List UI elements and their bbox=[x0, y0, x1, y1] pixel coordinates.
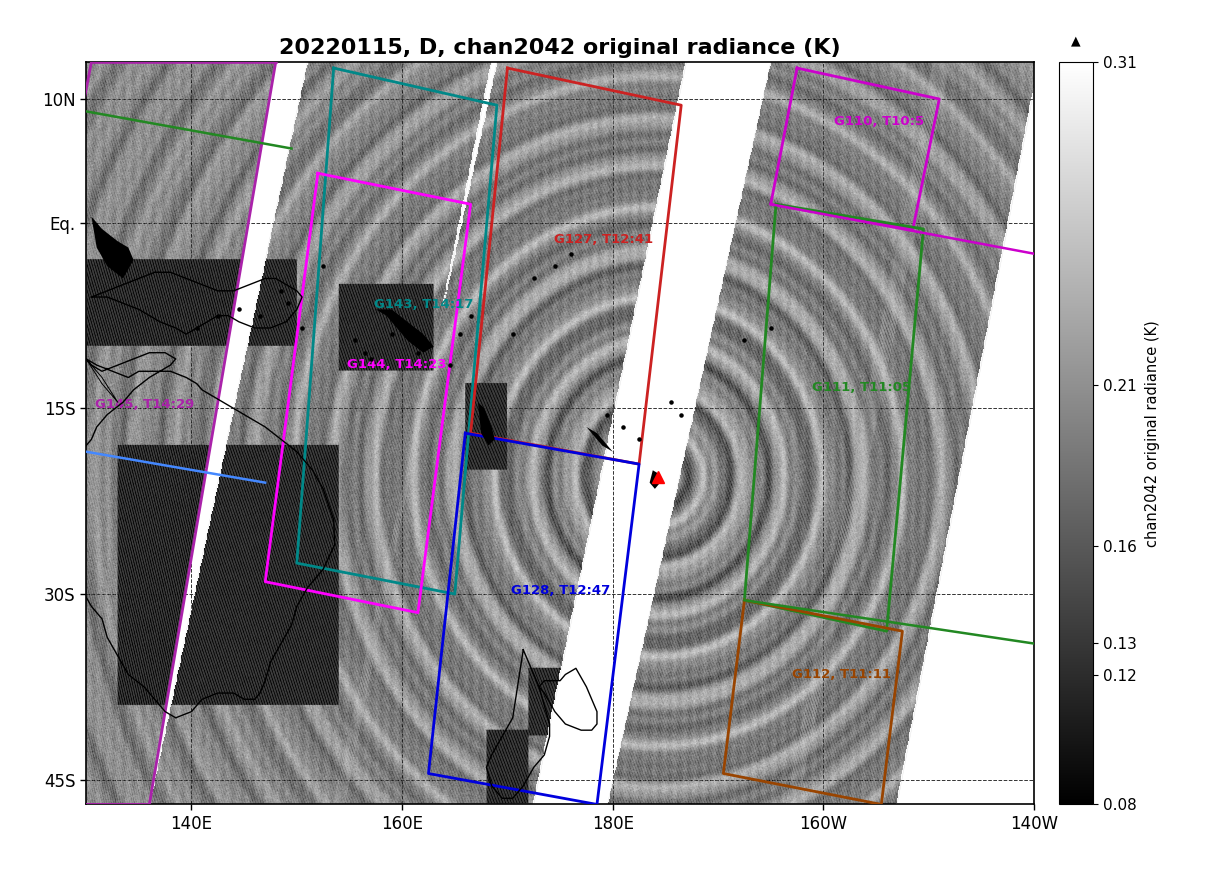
Point bbox=[761, 321, 780, 335]
Polygon shape bbox=[91, 217, 134, 278]
Point bbox=[361, 352, 380, 366]
Point bbox=[345, 333, 364, 347]
Polygon shape bbox=[478, 402, 495, 446]
Point bbox=[229, 302, 249, 316]
Text: G128, T12:47: G128, T12:47 bbox=[511, 584, 611, 597]
Point bbox=[661, 395, 681, 409]
Point bbox=[735, 333, 755, 347]
Point bbox=[524, 271, 544, 286]
Y-axis label: chan2042 original radiance (K): chan2042 original radiance (K) bbox=[1145, 320, 1160, 546]
Point bbox=[278, 296, 298, 310]
Point bbox=[439, 358, 459, 372]
Point bbox=[671, 408, 691, 422]
Text: G110, T10:5: G110, T10:5 bbox=[833, 115, 924, 128]
Point bbox=[451, 327, 470, 341]
Point bbox=[356, 346, 375, 360]
Point bbox=[503, 327, 523, 341]
Point bbox=[271, 284, 291, 298]
Text: G144, T14:23: G144, T14:23 bbox=[347, 358, 447, 371]
Text: G127, T12:41: G127, T12:41 bbox=[554, 232, 652, 246]
Polygon shape bbox=[586, 427, 613, 452]
Text: G111, T11:05: G111, T11:05 bbox=[811, 381, 911, 394]
Polygon shape bbox=[375, 309, 433, 353]
Point bbox=[187, 321, 207, 335]
Point bbox=[409, 346, 428, 360]
Text: G112, T11:11: G112, T11:11 bbox=[792, 667, 891, 681]
Text: G143, T14:17: G143, T14:17 bbox=[374, 298, 474, 311]
Polygon shape bbox=[650, 470, 660, 489]
Text: G145, T14:29: G145, T14:29 bbox=[95, 399, 194, 411]
Point bbox=[314, 259, 334, 273]
Point bbox=[598, 408, 618, 422]
Point bbox=[250, 309, 270, 323]
Point bbox=[382, 327, 401, 341]
Point bbox=[629, 432, 649, 446]
Text: ▲: ▲ bbox=[1071, 34, 1081, 47]
Point bbox=[208, 309, 228, 323]
Point bbox=[460, 309, 480, 323]
Point bbox=[292, 321, 311, 335]
Title: 20220115, D, chan2042 original radiance (K): 20220115, D, chan2042 original radiance … bbox=[279, 37, 841, 57]
Point bbox=[561, 247, 581, 261]
Point bbox=[613, 420, 633, 434]
Point bbox=[545, 259, 565, 273]
